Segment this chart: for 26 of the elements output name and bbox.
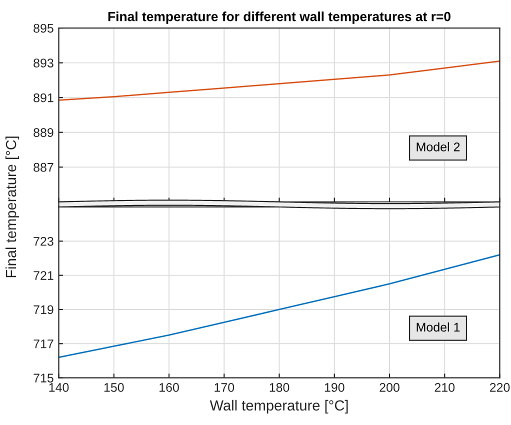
y-tick-label: 889	[34, 128, 54, 137]
x-tick-label: 170	[214, 383, 234, 392]
x-tick-label: 210	[434, 383, 455, 392]
line-series	[58, 60, 500, 101]
y-tick-label: 719	[34, 305, 54, 314]
x-tick-label: 160	[160, 383, 179, 392]
y-axis-title: Final temperature [°C]	[5, 136, 20, 278]
chart-title: Final temperature for different wall temperatures at r=0	[108, 12, 450, 24]
annotation: Model 2	[416, 142, 460, 152]
y-tick-label: 891	[34, 93, 54, 102]
y-tick-label: 895	[34, 24, 54, 33]
y-tick-label: 715	[34, 374, 54, 382]
y-tick-label: 717	[34, 340, 54, 348]
x-tick-label: 200	[380, 383, 400, 392]
y-tick-label: 721	[34, 271, 54, 280]
x-tick-label: 150	[104, 383, 124, 392]
x-tick-label: 190	[324, 383, 344, 392]
annotation: Model 1	[416, 322, 460, 332]
x-axis-title: Wall temperature [°C]	[210, 400, 348, 414]
y-tick-label: 723	[34, 236, 54, 246]
y-tick-label: 887	[34, 162, 54, 172]
line-series	[58, 254, 500, 358]
x-tick-label: 180	[270, 383, 290, 392]
y-tick-label: 893	[34, 58, 54, 68]
x-tick-label: 140	[49, 383, 69, 392]
x-tick-label: 220	[490, 383, 510, 392]
